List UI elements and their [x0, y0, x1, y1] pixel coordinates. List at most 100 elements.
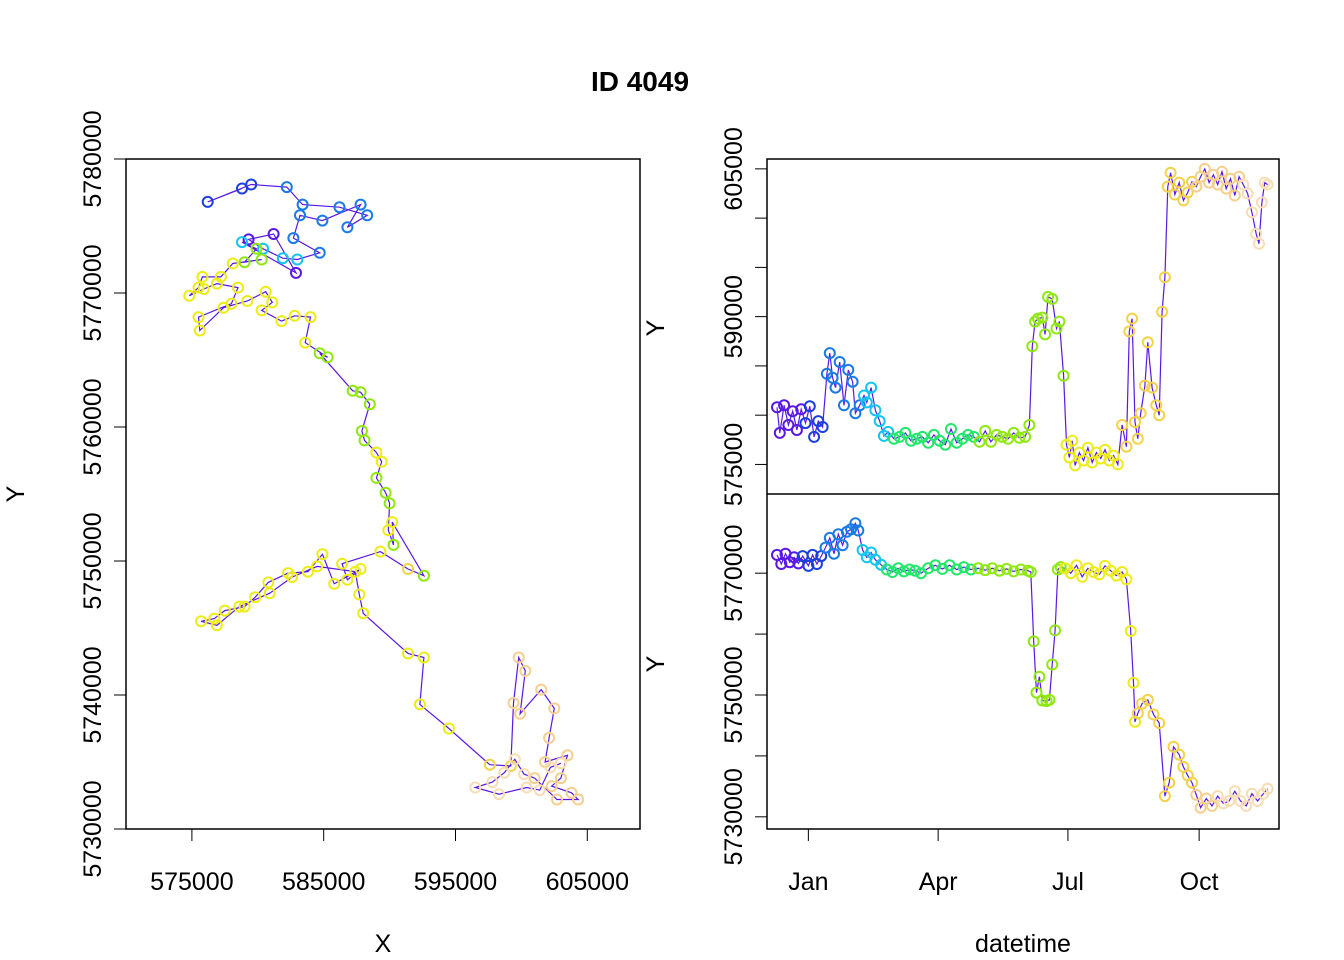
xy-track-point — [383, 497, 396, 510]
x-over-time-point — [887, 432, 900, 445]
y-over-time-point — [892, 562, 905, 575]
xy-track-point — [514, 707, 527, 720]
xy-track-point — [218, 604, 231, 617]
xy-track-point — [357, 607, 370, 620]
x-over-time-point — [865, 381, 878, 394]
xy-track-point — [333, 201, 346, 214]
y-over-time-point — [1173, 748, 1186, 761]
xy-track-point — [250, 242, 263, 255]
x-over-time-point — [1138, 379, 1151, 392]
x-over-time-point — [922, 436, 935, 449]
y-over-time-point — [1158, 790, 1171, 803]
xy-track-point — [236, 236, 248, 249]
x-over-time-point — [823, 347, 836, 360]
y-over-time-point — [852, 524, 865, 537]
xy-x-tick-label: 585000 — [282, 868, 365, 896]
x-over-time-point — [1053, 315, 1066, 328]
y-over-time-point — [1167, 740, 1180, 753]
y-over-time-point — [929, 559, 942, 572]
xy-track-point — [276, 252, 289, 265]
xy-track-point — [349, 565, 362, 578]
y-over-time-point — [1093, 568, 1106, 581]
figure-title: ID 4049 — [591, 66, 689, 97]
xy-track-point — [316, 214, 329, 227]
xy-y-tick-label: 5730000 — [79, 780, 107, 877]
y-over-time-point — [964, 563, 977, 576]
y-over-time-point — [1087, 566, 1100, 578]
x-over-time-point — [1228, 189, 1241, 202]
xy-track-point — [561, 749, 574, 762]
xy-track-point — [354, 198, 367, 211]
xy-track-point — [442, 722, 455, 735]
x-over-time-point — [1198, 162, 1211, 175]
xy-track-point — [286, 571, 299, 584]
y-over-time-panel: 5730000 5750000 5770000 Y — [642, 517, 1274, 865]
x-over-time-point — [1168, 188, 1181, 201]
xy-track-point — [341, 573, 354, 586]
y-over-time-point — [903, 563, 916, 576]
xy-plot-frame — [125, 158, 641, 830]
y-over-time-point — [1223, 795, 1236, 807]
xy-track-point — [533, 784, 546, 797]
xy-track-point — [296, 198, 309, 211]
y-over-time-point — [1206, 799, 1218, 812]
y-over-time-point — [1228, 785, 1241, 798]
y-over-time-point — [1124, 625, 1137, 637]
y-over-time-point — [1007, 565, 1020, 578]
xy-track-point — [299, 336, 312, 349]
xy-x-axis: 575000 585000 595000 605000 — [150, 828, 629, 896]
y-over-time-point — [986, 562, 999, 575]
x-over-time-y-tick-label: 590000 — [720, 275, 748, 358]
x-over-time-line — [776, 167, 1268, 467]
x-over-time-point — [1126, 312, 1139, 325]
x-over-time-point — [816, 421, 829, 433]
y-over-time-point — [897, 565, 910, 578]
x-over-time-point — [1081, 441, 1094, 454]
x-over-time-point — [833, 356, 846, 368]
xy-track-point — [245, 178, 258, 191]
xy-x-tick-label: 595000 — [414, 868, 497, 896]
time-x-tick-label: Oct — [1180, 868, 1219, 896]
x-over-time-point — [1129, 416, 1141, 429]
x-over-time-point — [771, 401, 783, 414]
y-over-time-point — [972, 562, 985, 575]
xy-track-point — [363, 398, 376, 411]
xy-track-point — [512, 651, 525, 664]
x-over-time-point — [1077, 454, 1090, 467]
y-over-time-point — [802, 559, 815, 572]
y-over-time-point — [1030, 686, 1043, 699]
x-over-time-point — [905, 434, 917, 447]
x-over-time-point — [782, 419, 795, 431]
x-over-time-point — [962, 428, 975, 441]
x-over-time-point — [1156, 305, 1169, 318]
xy-track-point — [520, 781, 533, 794]
y-over-time-line — [776, 521, 1269, 810]
xy-track-point — [498, 766, 511, 779]
xy-track-point — [255, 304, 268, 317]
x-over-time-point — [853, 399, 866, 412]
xy-y-tick-label: 5740000 — [79, 646, 107, 743]
x-over-time-point — [984, 435, 997, 448]
x-over-time-point — [860, 396, 873, 409]
x-over-time-point — [1023, 419, 1036, 431]
y-over-time-point — [1245, 787, 1258, 800]
xy-track-point — [548, 702, 561, 715]
y-over-time-point — [922, 562, 935, 575]
xy-track-point — [508, 753, 521, 766]
x-over-time-point — [1069, 459, 1082, 472]
x-over-time-point — [1026, 340, 1039, 353]
xy-y-tick-label: 5760000 — [79, 378, 107, 475]
x-over-time-point — [1046, 292, 1059, 305]
xy-track-point — [551, 793, 563, 806]
x-over-time-point — [945, 423, 957, 435]
xy-track-point — [304, 311, 317, 324]
x-over-time-point — [1057, 369, 1070, 382]
x-over-time-point — [786, 405, 799, 418]
xy-track-point — [535, 683, 548, 696]
xy-track-point — [287, 232, 300, 245]
x-over-time-point — [1134, 407, 1147, 420]
xy-y-axis-label: Y — [2, 485, 30, 502]
x-over-time-point — [1013, 431, 1026, 444]
xy-track-point — [301, 565, 314, 578]
y-over-time-point — [1046, 658, 1059, 671]
